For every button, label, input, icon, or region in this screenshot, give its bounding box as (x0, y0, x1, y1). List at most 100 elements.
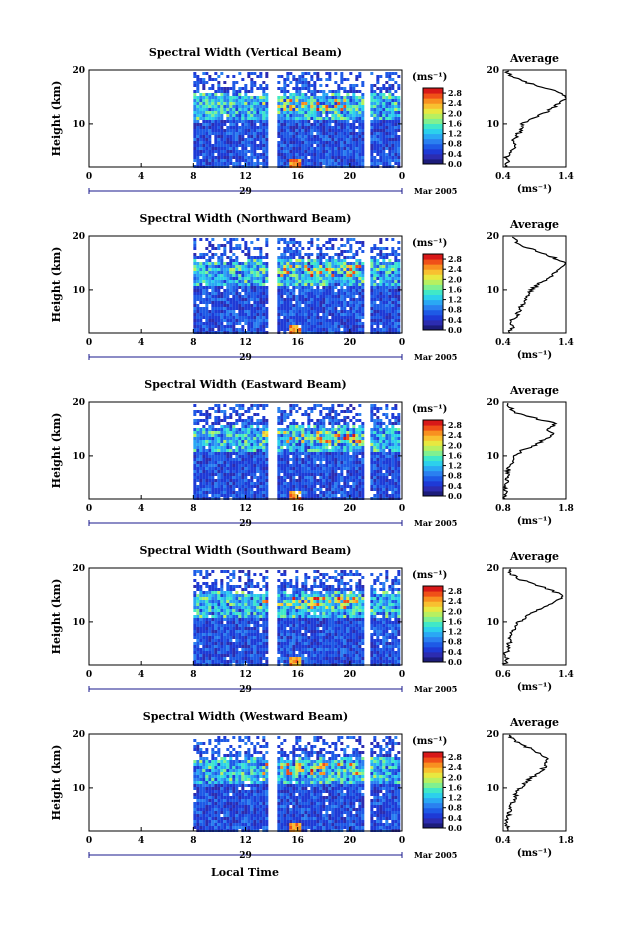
heatmap-cell (211, 87, 215, 90)
heatmap-cell (352, 156, 356, 159)
heatmap-cell (214, 431, 218, 434)
heatmap-cell (256, 153, 260, 156)
heatmap-cell (391, 120, 395, 123)
heatmap-cell (334, 253, 338, 256)
heatmap-cell (262, 144, 266, 147)
heatmap-cell (304, 292, 308, 295)
heatmap-cell (220, 322, 224, 325)
heatmap-cell (313, 470, 317, 473)
heatmap-cell (202, 123, 206, 126)
heatmap-cell (328, 96, 332, 99)
heatmap-cell (346, 250, 350, 253)
heatmap-cell (325, 443, 329, 446)
heatmap-cell (196, 298, 200, 301)
heatmap-cell (286, 431, 290, 434)
heatmap-cell (193, 325, 197, 328)
heatmap-cell (331, 147, 335, 150)
heatmap-cell (292, 99, 296, 102)
heatmap-cell (397, 301, 401, 304)
heatmap-cell (334, 117, 338, 120)
heatmap-cell (352, 292, 356, 295)
heatmap-cell (361, 126, 365, 129)
heatmap-cell (265, 467, 269, 470)
heatmap-cell (361, 147, 365, 150)
heatmap-cell (250, 325, 254, 328)
heatmap-cell (301, 162, 305, 165)
heatmap-cell (247, 479, 251, 482)
heatmap-cell (280, 494, 284, 497)
heatmap-cell (340, 120, 344, 123)
heatmap-cell (289, 147, 293, 150)
heatmap-cell (196, 473, 200, 476)
heatmap-cell (295, 488, 299, 491)
heatmap-cell (355, 274, 359, 277)
heatmap-cell (394, 117, 398, 120)
heatmap-cell (280, 292, 284, 295)
heatmap-cell (241, 150, 245, 153)
heatmap-cell (211, 425, 215, 428)
heatmap-cell (319, 485, 323, 488)
heatmap-cell (286, 102, 290, 105)
heatmap-cell (223, 464, 227, 467)
heatmap-cell (229, 114, 233, 117)
heatmap-cell (334, 307, 338, 310)
heatmap-cell (361, 280, 365, 283)
heatmap-cell (385, 280, 389, 283)
heatmap-cell (220, 431, 224, 434)
heatmap-cell (235, 313, 239, 316)
heatmap-cell (313, 476, 317, 479)
heatmap-cell (325, 156, 329, 159)
heatmap-cell (334, 301, 338, 304)
heatmap-cell (241, 310, 245, 313)
heatmap-cell (313, 111, 317, 114)
heatmap-cell (205, 99, 209, 102)
heatmap-cell (337, 96, 341, 99)
heatmap-cell (343, 301, 347, 304)
heatmap-cell (265, 105, 269, 108)
heatmap-cell (358, 289, 362, 292)
heatmap-cell (376, 147, 380, 150)
heatmap-cell (256, 105, 260, 108)
heatmap-cell (394, 81, 398, 84)
heatmap-cell (229, 99, 233, 102)
heatmap-cell (295, 87, 299, 90)
heatmap-cell (331, 159, 335, 162)
heatmap-cell (277, 440, 281, 443)
heatmap-cell (319, 494, 323, 497)
heatmap-cell (208, 319, 212, 322)
heatmap-cell (220, 135, 224, 138)
heatmap-cell (235, 283, 239, 286)
heatmap-cell (223, 283, 227, 286)
heatmap-cell (211, 153, 215, 156)
heatmap-cell (196, 256, 200, 259)
heatmap-cell (379, 147, 383, 150)
heatmap-cell (340, 428, 344, 431)
heatmap-cell (241, 491, 245, 494)
heatmap-cell (250, 431, 254, 434)
heatmap-cell (334, 416, 338, 419)
heatmap-cell (286, 241, 290, 244)
heatmap-cell (199, 262, 203, 265)
heatmap-cell (214, 105, 218, 108)
heatmap-cell (196, 162, 200, 165)
heatmap-cell (220, 90, 224, 93)
heatmap-cell (319, 271, 323, 274)
heatmap-cell (304, 322, 308, 325)
heatmap-cell (232, 322, 236, 325)
heatmap-cell (199, 162, 203, 165)
heatmap-cell (286, 434, 290, 437)
heatmap-cell (385, 268, 389, 271)
heatmap-cell (340, 81, 344, 84)
heatmap-cell (298, 132, 302, 135)
heatmap-cell (334, 476, 338, 479)
heatmap-cell (214, 488, 218, 491)
heatmap-cell (331, 162, 335, 165)
heatmap-cell (199, 96, 203, 99)
heatmap-cell (328, 476, 332, 479)
heatmap-cell (355, 280, 359, 283)
heatmap-cell (250, 262, 254, 265)
heatmap-cell (214, 159, 218, 162)
heatmap-cell (256, 464, 260, 467)
heatmap-cell (331, 407, 335, 410)
heatmap-cell (226, 96, 230, 99)
